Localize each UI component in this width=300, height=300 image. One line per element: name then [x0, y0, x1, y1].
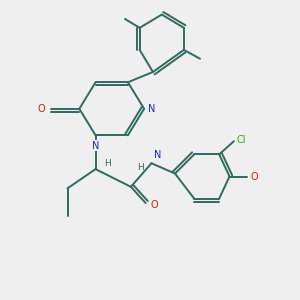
Text: N: N: [148, 104, 155, 114]
Text: Cl: Cl: [236, 135, 246, 145]
Text: H: H: [104, 159, 111, 168]
Text: H: H: [137, 163, 144, 172]
Text: O: O: [37, 104, 45, 114]
Text: O: O: [151, 200, 158, 210]
Text: N: N: [154, 150, 161, 160]
Text: N: N: [92, 141, 99, 151]
Text: O: O: [250, 172, 258, 182]
